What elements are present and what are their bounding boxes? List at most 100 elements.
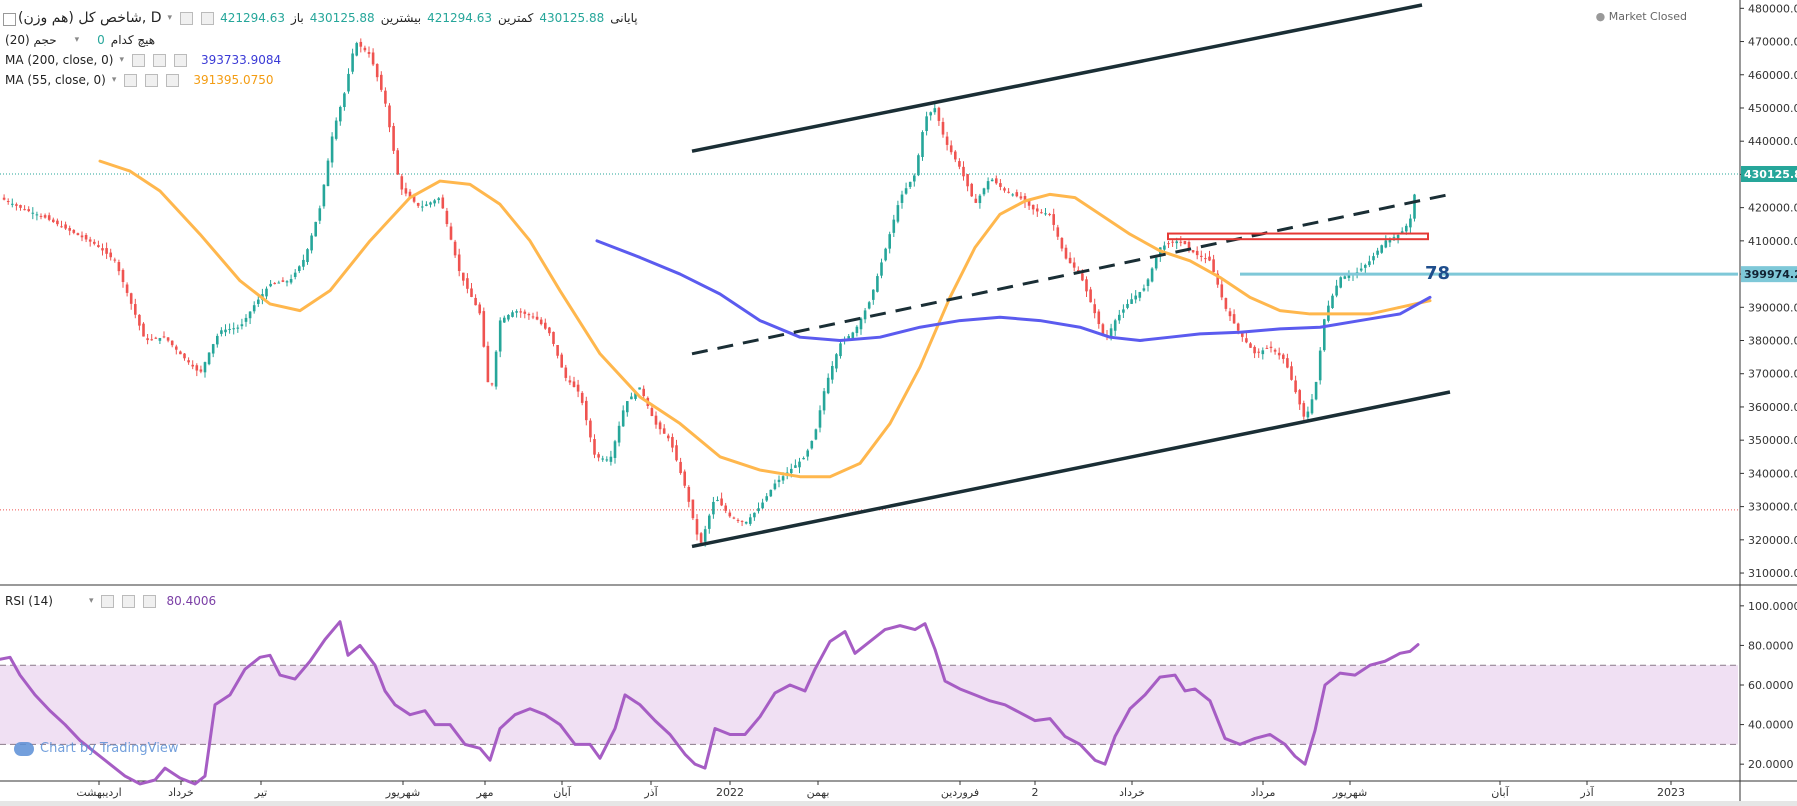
candle-body bbox=[129, 293, 133, 304]
candle-body bbox=[937, 107, 941, 121]
candle-body bbox=[507, 314, 510, 320]
candle-body bbox=[1290, 366, 1293, 380]
time-tick-label: فروردین bbox=[941, 786, 979, 799]
bottom-scrollbar[interactable] bbox=[0, 801, 1797, 806]
candle-body bbox=[146, 338, 149, 341]
chevron-down-icon[interactable]: ▾ bbox=[74, 35, 80, 45]
candle-body bbox=[1064, 247, 1068, 259]
ma55-label[interactable]: MA (55, close, 0) bbox=[5, 73, 106, 87]
tradingview-branding[interactable]: Chart by TradingView bbox=[14, 741, 178, 756]
candle-body bbox=[1150, 268, 1154, 282]
candle-body bbox=[925, 116, 928, 132]
symbol-title[interactable]: شاخص کل (هم وزن), D bbox=[18, 10, 162, 26]
candle-body bbox=[244, 317, 248, 322]
chevron-down-icon[interactable]: ▾ bbox=[111, 75, 117, 85]
candle-body bbox=[47, 215, 51, 220]
candle-body bbox=[101, 248, 104, 251]
time-tick-label: 2 bbox=[1032, 786, 1039, 799]
ma200-line[interactable] bbox=[595, 239, 1432, 343]
visibility-icon[interactable] bbox=[152, 53, 166, 67]
candle-body bbox=[1241, 332, 1244, 337]
visibility-icon[interactable] bbox=[145, 73, 159, 87]
volume-label[interactable]: حجم (20) bbox=[5, 33, 57, 47]
candle-body bbox=[995, 178, 998, 184]
candle-body bbox=[494, 351, 498, 387]
settings-icon[interactable] bbox=[124, 73, 138, 87]
candle-body bbox=[1048, 214, 1051, 216]
rsi-line[interactable] bbox=[0, 620, 1420, 786]
candle-body bbox=[1031, 204, 1035, 210]
ma200-label[interactable]: MA (200, close, 0) bbox=[5, 53, 114, 67]
candle-body bbox=[999, 183, 1002, 187]
candle-body bbox=[908, 181, 912, 187]
visibility-icon[interactable] bbox=[201, 11, 215, 25]
candle-body bbox=[544, 322, 547, 329]
close-icon[interactable] bbox=[166, 73, 180, 87]
candle-body bbox=[203, 362, 207, 373]
candle-body bbox=[11, 203, 14, 205]
candle-body bbox=[880, 262, 883, 276]
candle-body bbox=[425, 204, 428, 206]
volume-number: 0 bbox=[97, 33, 105, 47]
candle-body bbox=[216, 335, 219, 345]
candle-body bbox=[831, 365, 834, 380]
candle-body bbox=[68, 228, 71, 231]
candle-body bbox=[757, 508, 760, 512]
candle-body bbox=[687, 486, 691, 502]
candle-body bbox=[1253, 346, 1256, 354]
settings-icon[interactable] bbox=[180, 11, 194, 25]
chevron-down-icon[interactable]: ▾ bbox=[88, 596, 94, 606]
candle-body bbox=[806, 450, 809, 457]
candle-body bbox=[359, 41, 363, 47]
close-icon[interactable] bbox=[173, 53, 187, 67]
candle-body bbox=[1216, 273, 1219, 285]
candle-body bbox=[310, 235, 313, 251]
candle-body bbox=[1323, 319, 1326, 351]
ma200-value: 393733.9084 bbox=[200, 53, 282, 67]
chevron-down-icon[interactable]: ▾ bbox=[167, 13, 173, 23]
price-tick-label: 320000.00 bbox=[1748, 534, 1797, 547]
candle-body bbox=[904, 188, 908, 194]
ma55-line[interactable] bbox=[98, 159, 1432, 479]
candle-body bbox=[1331, 295, 1334, 309]
candle-body bbox=[851, 332, 855, 338]
candle-body bbox=[839, 343, 842, 357]
rsi-label[interactable]: RSI (14) bbox=[5, 594, 53, 608]
chevron-down-icon[interactable]: ▾ bbox=[119, 55, 124, 65]
candle-body bbox=[1138, 291, 1142, 298]
lower-channel[interactable] bbox=[691, 390, 1451, 549]
candle-body bbox=[76, 233, 80, 236]
candle-body bbox=[794, 465, 797, 468]
candle-body bbox=[306, 249, 309, 263]
close-icon[interactable] bbox=[143, 594, 157, 608]
last-price-tag-bg bbox=[1741, 165, 1797, 182]
candle-body bbox=[535, 316, 539, 320]
candle-body bbox=[1052, 214, 1055, 225]
candle-body bbox=[43, 215, 47, 218]
candle-body bbox=[1195, 250, 1199, 256]
candle-body bbox=[1388, 238, 1392, 243]
candle-body bbox=[1286, 358, 1289, 368]
candle-body bbox=[740, 520, 744, 522]
candle-body bbox=[1339, 277, 1342, 288]
upper-channel[interactable] bbox=[691, 3, 1423, 153]
candle-body bbox=[1154, 257, 1158, 269]
candle-body bbox=[929, 112, 932, 116]
candle-body bbox=[826, 377, 830, 394]
settings-icon[interactable] bbox=[101, 594, 115, 608]
level-price-tag-bg bbox=[1741, 266, 1797, 283]
candle-body bbox=[1146, 279, 1150, 287]
candle-body bbox=[31, 212, 35, 214]
candle-body bbox=[642, 388, 645, 397]
price-tick-label: 330000.00 bbox=[1748, 501, 1797, 514]
candle-body bbox=[892, 219, 896, 233]
collapse-legend-button[interactable] bbox=[3, 13, 16, 26]
visibility-icon[interactable] bbox=[122, 594, 136, 608]
resistance-zone[interactable] bbox=[1167, 232, 1429, 241]
candle-body bbox=[749, 517, 752, 524]
time-tick-label: شهریور bbox=[1332, 786, 1367, 799]
candle-body bbox=[744, 521, 748, 524]
settings-icon[interactable] bbox=[131, 53, 145, 67]
